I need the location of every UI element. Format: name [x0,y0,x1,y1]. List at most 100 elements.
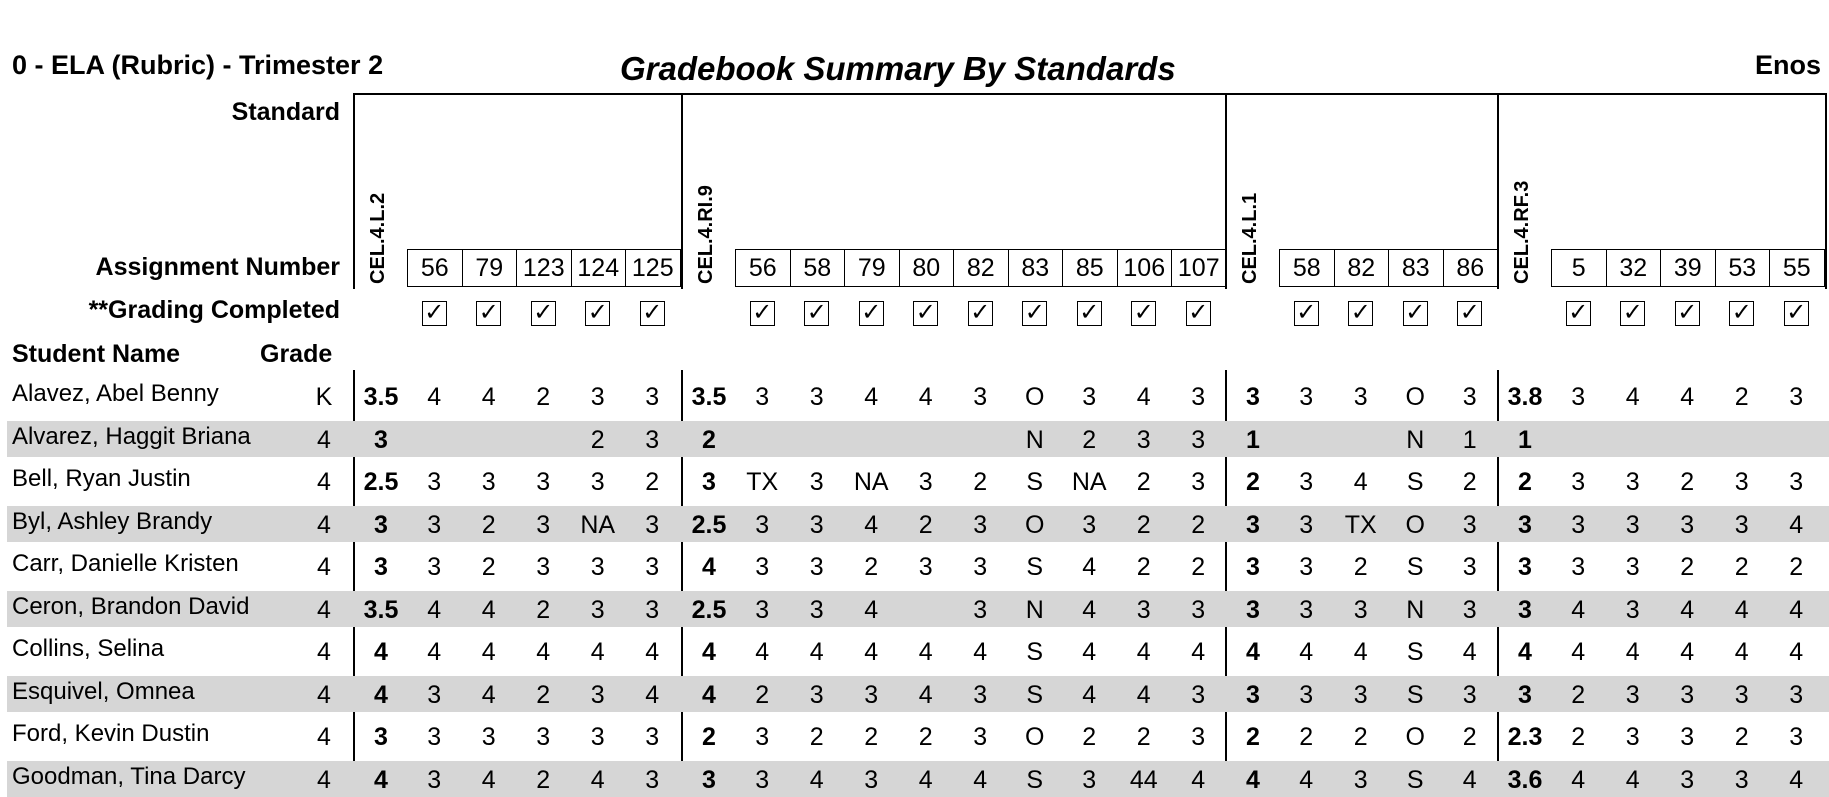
assignment-score: 2 [536,595,551,624]
grading-completed-checkbox[interactable]: ✓ [1402,301,1428,326]
grading-completed-checkbox[interactable]: ✓ [858,301,884,326]
assignment-score: 2 [1571,723,1586,751]
grading-completed-checkbox[interactable]: ✓ [1565,301,1591,326]
assignment-number: 58 [789,249,845,287]
assignment-score: 3 [1571,383,1586,411]
assignment-score: 2 [1191,553,1206,581]
grading-completed-checkbox[interactable]: ✓ [967,301,993,326]
assignment-score: 3 [1299,595,1314,624]
assignment-score: 3 [1082,383,1097,411]
assignment-score: 4 [1625,638,1640,666]
standard-bracket [1225,93,1499,289]
assignment-score: 4 [1680,595,1695,624]
standard-divider [353,370,355,796]
grading-completed-checkbox[interactable]: ✓ [639,301,665,326]
assignment-score: 3 [755,383,770,411]
grading-completed-checkbox[interactable]: ✓ [913,301,939,326]
student-grade: 4 [317,680,331,709]
grading-completed-checkbox[interactable]: ✓ [530,301,556,326]
assignment-number: 107 [1171,249,1227,287]
assignment-score: 3 [427,723,442,751]
assignment-score: 4 [1082,680,1097,709]
assignment-score: 2 [864,723,879,751]
standard-average: 3 [702,468,716,496]
student-row: Carr, Danielle Kristen 4 3 3 2 3 3 3 4 3 3 2 3 3 S 4 2 2 3… [7,548,1829,584]
assignment-number: 85 [1062,249,1118,287]
grading-completed-checkbox[interactable]: ✓ [804,301,830,326]
assignment-score: 3 [1462,680,1477,709]
grading-completed-checkbox[interactable]: ✓ [421,301,447,326]
standard-divider [1497,370,1499,796]
assignment-score: 3 [645,595,660,624]
standard-average: 3 [374,510,388,539]
grading-completed-checkbox[interactable]: ✓ [1620,301,1646,326]
standard-average: 3 [1246,383,1260,411]
standard-bracket [681,93,1227,289]
student-grade: 4 [317,595,331,624]
student-grade: 4 [317,765,331,794]
grading-completed-checkbox[interactable]: ✓ [749,301,775,326]
assignment-score: 4 [1353,468,1368,496]
assignment-score: 3 [481,468,496,496]
assignment-number: 79 [844,249,900,287]
student-name: Collins, Selina [12,635,165,662]
assignment-number: 53 [1714,249,1770,287]
assignment-score: S [1026,765,1044,794]
student-name: Ceron, Brandon David [12,592,250,620]
grading-completed-checkbox[interactable]: ✓ [585,301,611,326]
standard-average: 3 [1518,595,1532,624]
grading-completed-checkbox[interactable]: ✓ [476,301,502,326]
assignment-score: 3 [1082,765,1097,794]
grading-completed-checkbox[interactable]: ✓ [1131,301,1157,326]
standard-average: 4 [1246,638,1260,666]
assignment-score: S [1406,468,1424,496]
standard-average: 3 [1518,510,1532,539]
assignment-score: 4 [918,680,933,709]
assignment-score: 3 [1571,510,1586,539]
assignment-score: 4 [1789,595,1804,624]
assignment-score: 4 [427,383,442,411]
grading-completed-checkbox[interactable]: ✓ [1185,301,1211,326]
assignment-score: 3 [1299,553,1314,581]
assignment-score: 3 [1191,383,1206,411]
standard-average: 3.5 [363,595,399,624]
assignment-score: 4 [918,383,933,411]
assignment-score: 4 [1082,553,1097,581]
assignment-score: N [1406,425,1425,454]
standard-average: 4 [702,680,716,709]
grading-completed-checkbox[interactable]: ✓ [1457,301,1483,326]
assignment-number: 83 [1007,249,1063,287]
assignment-number: 32 [1605,249,1661,287]
grading-completed-checkbox[interactable]: ✓ [1076,301,1102,326]
assignment-score: 4 [864,383,879,411]
assignment-score: 4 [481,595,496,624]
grading-completed-checkbox[interactable]: ✓ [1729,301,1755,326]
assignment-score: 4 [1191,765,1206,794]
assignment-score: 4 [481,765,496,794]
grading-completed-checkbox[interactable]: ✓ [1674,301,1700,326]
assignment-score: 4 [1789,765,1804,794]
grading-completed-checkbox[interactable]: ✓ [1022,301,1048,326]
grading-completed-checkbox[interactable]: ✓ [1293,301,1319,326]
student-row: Collins, Selina 4 4 4 4 4 4 4 4 4 4 4 4 4 S 4 4 4 4 4 4 S 4 4 4 4… [7,633,1829,669]
assignment-score: 3 [755,765,770,794]
student-row: Bell, Ryan Justin 4 2.5 3 3 3 3 2 3 TX 3 NA 3 2 S NA 2 3 2… [7,463,1829,499]
assignment-score: S [1026,468,1044,496]
standard-average: 2.5 [363,468,399,496]
standard-code: CEL.4.L.1 [1239,192,1261,284]
assignment-number: 123 [516,249,572,287]
grading-completed-checkbox[interactable]: ✓ [1348,301,1374,326]
assignment-score: 3 [1462,383,1477,411]
assignment-score: 4 [1625,765,1640,794]
assignment-score: 4 [1299,638,1314,666]
assignment-score: 2 [1680,468,1695,496]
assignment-score: 2 [1353,723,1368,751]
grading-completed-checkbox[interactable]: ✓ [1783,301,1809,326]
assignment-score: 2 [918,510,933,539]
assignment-score: 4 [1082,595,1097,624]
student-name: Esquivel, Omnea [12,677,195,705]
assignment-score: TX [746,468,779,496]
assignment-score: 3 [427,680,442,709]
assignment-score: 3 [1299,383,1314,411]
assignment-score: S [1406,765,1424,794]
